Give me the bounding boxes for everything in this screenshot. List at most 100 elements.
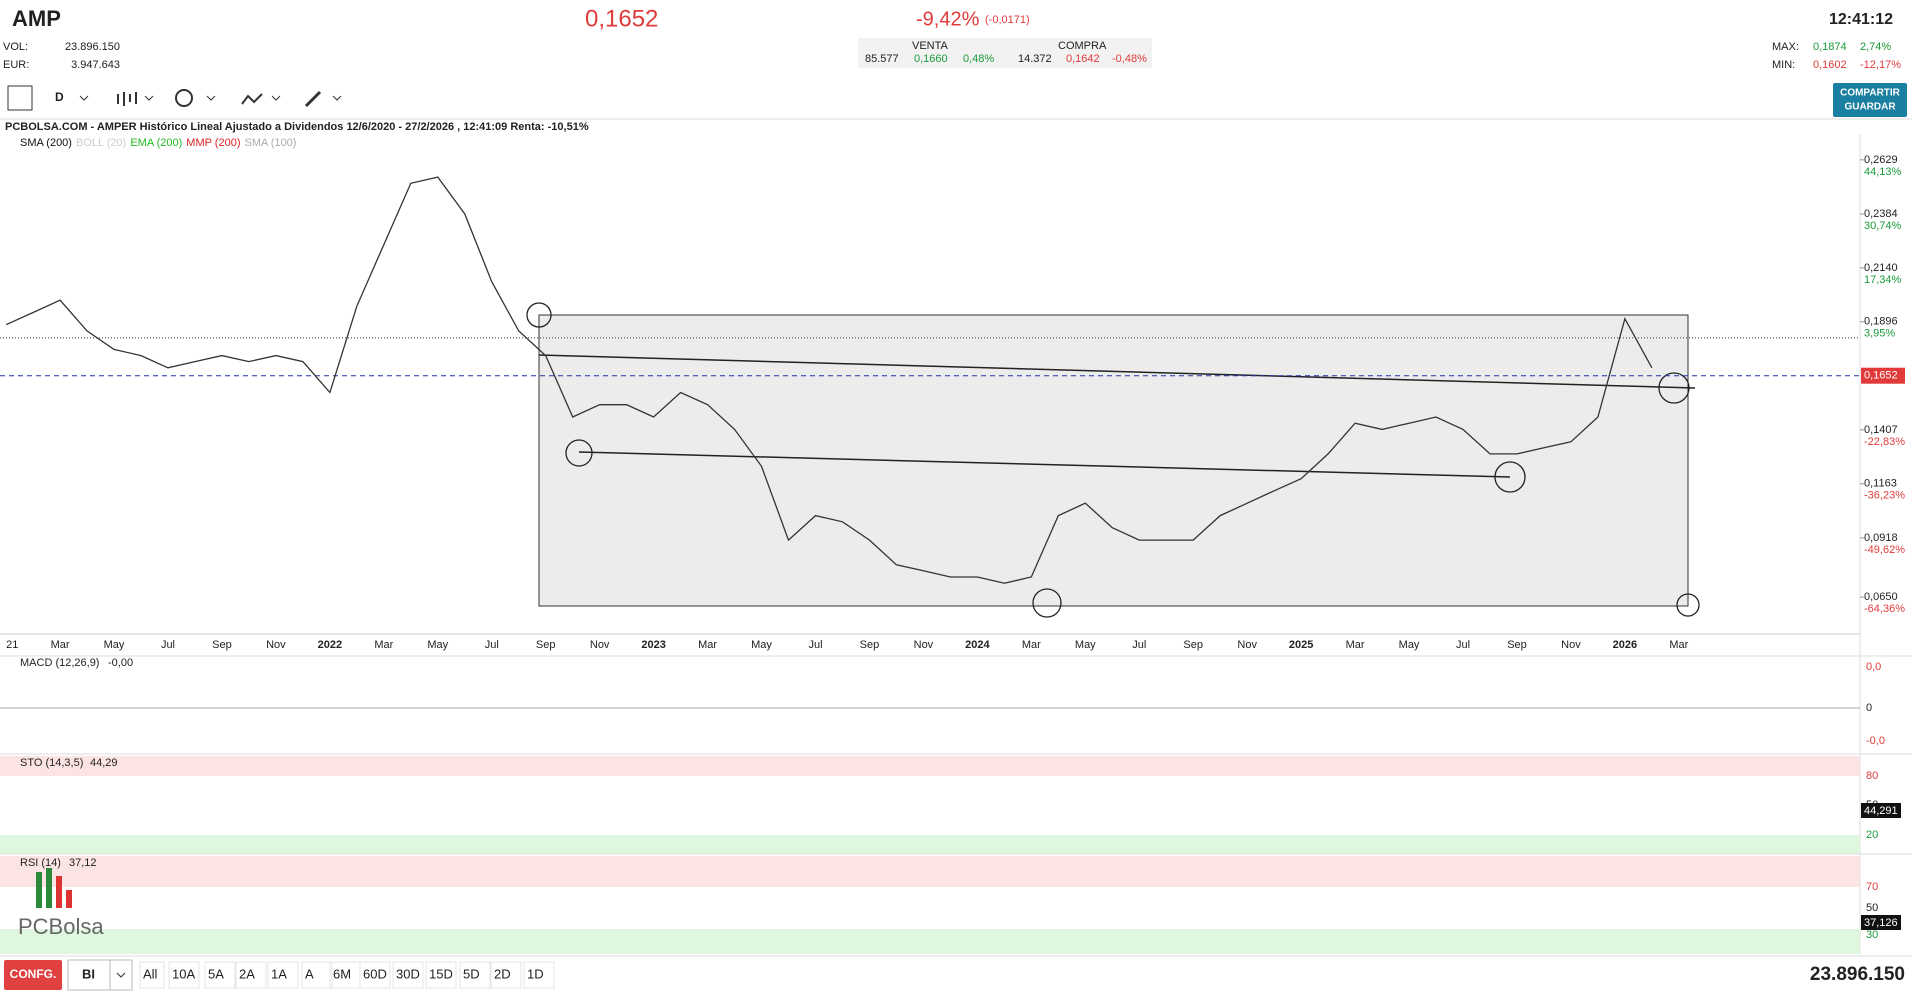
compra-qty: 14.372 <box>1018 53 1052 65</box>
range-label[interactable]: 2A <box>239 966 255 981</box>
y-tick-pct: -22,83% <box>1864 436 1905 448</box>
x-tick-label: Sep <box>212 639 232 651</box>
vol: 23.896.150 <box>65 41 120 53</box>
config-button[interactable] <box>4 960 62 990</box>
range-label[interactable]: 6M <box>333 966 351 981</box>
x-tick-label: 2024 <box>965 639 990 651</box>
symbol: AMP <box>12 6 61 31</box>
macd-tick: 0,0 <box>1866 661 1881 673</box>
y-tick-pct: 17,34% <box>1864 274 1902 286</box>
range-button[interactable] <box>490 961 522 989</box>
range-button[interactable] <box>425 961 457 989</box>
indicator-icon[interactable] <box>241 93 263 105</box>
x-tick-label: Sep <box>1183 639 1203 651</box>
x-tick-label: May <box>751 639 772 651</box>
y-tick-label: 0,2629 <box>1864 154 1898 166</box>
range-button[interactable] <box>459 961 491 989</box>
x-tick-label: Nov <box>914 639 934 651</box>
range-button[interactable] <box>139 961 165 989</box>
config-label[interactable]: CONFG. <box>10 967 57 981</box>
save-label[interactable]: GUARDAR <box>1844 102 1896 113</box>
range-label[interactable]: 1A <box>271 966 287 981</box>
dropdown-arrows <box>79 95 342 101</box>
mode-label[interactable]: BI <box>82 966 95 981</box>
range-label[interactable]: 1D <box>527 966 544 981</box>
x-tick-label: Mar <box>51 639 70 651</box>
compra-pct: -0,48% <box>1112 53 1147 65</box>
y-tick-label: 0,0918 <box>1864 532 1898 544</box>
eur-label: EUR: <box>3 59 29 71</box>
x-tick-label: 2023 <box>641 639 665 651</box>
indicator-legend: SMA (200) <box>20 137 72 149</box>
pivot-circles <box>526 302 1700 618</box>
share-label[interactable]: COMPARTIR <box>1840 88 1901 99</box>
sto-current-bg <box>1861 803 1901 818</box>
range-button[interactable] <box>523 961 555 989</box>
x-tick-label: Sep <box>860 639 880 651</box>
book-bg <box>858 38 1028 68</box>
min: 0,1602 <box>1813 59 1847 71</box>
x-tick-label: Mar <box>698 639 717 651</box>
x-tick-label: Sep <box>536 639 556 651</box>
x-tick-label: Jul <box>161 639 175 651</box>
logo: PCBolsa <box>18 868 104 939</box>
range-label[interactable]: 30D <box>396 966 420 981</box>
svg-text:PCBolsa: PCBolsa <box>18 914 104 939</box>
range-button[interactable] <box>392 961 424 989</box>
x-tick-label: May <box>427 639 448 651</box>
book-bg <box>1010 38 1152 68</box>
indicator-legend: BOLL (20) <box>76 137 126 149</box>
range-label[interactable]: 5A <box>208 966 224 981</box>
period[interactable]: D <box>55 90 64 104</box>
chart-type-icon[interactable] <box>117 92 137 106</box>
y-tick-pct: -36,23% <box>1864 490 1905 502</box>
range-label[interactable]: 15D <box>429 966 453 981</box>
range-label[interactable]: 60D <box>363 966 387 981</box>
price-line <box>5 176 1653 584</box>
vol-label: VOL: <box>3 41 28 53</box>
range-label[interactable]: All <box>143 966 158 981</box>
compra-label: COMPRA <box>1058 40 1107 52</box>
range-button[interactable] <box>267 961 299 989</box>
overbought-band <box>0 856 1860 887</box>
x-tick-label: Mar <box>374 639 393 651</box>
venta-label: VENTA <box>912 40 949 52</box>
max-label: MAX: <box>1772 41 1799 53</box>
x-tick-label: Nov <box>266 639 286 651</box>
x-tick-label: Jul <box>1132 639 1146 651</box>
indicator-legend: EMA (200) <box>130 137 182 149</box>
range-button[interactable] <box>204 961 236 989</box>
oversold-band <box>0 835 1860 854</box>
range-button[interactable] <box>301 961 333 989</box>
panel-toggle[interactable] <box>7 85 33 111</box>
x-tick-label: 2022 <box>318 639 342 651</box>
indicator-legend: SMA (100) <box>244 137 296 149</box>
y-tick-pct: 30,74% <box>1864 220 1902 232</box>
x-tick-label: Nov <box>1561 639 1581 651</box>
range-label[interactable]: A <box>305 966 314 981</box>
y-tick-pct: 44,13% <box>1864 166 1902 178</box>
share-button[interactable] <box>1833 83 1907 117</box>
change-abs: (-0,0171) <box>985 14 1030 26</box>
range-label[interactable]: 5D <box>463 966 480 981</box>
macd-tick: 0 <box>1866 702 1872 714</box>
x-tick-label: Sep <box>1507 639 1527 651</box>
settings-icon[interactable] <box>175 89 193 107</box>
range-label[interactable]: 2D <box>494 966 511 981</box>
rsi-current-bg <box>1861 915 1901 930</box>
chart-title: PCBOLSA.COM - AMPER Histórico Lineal Aju… <box>5 121 589 133</box>
venta-pct: 0,48% <box>963 53 994 65</box>
sto-tick: 80 <box>1866 770 1878 782</box>
x-tick-label: Nov <box>1237 639 1257 651</box>
y-tick-label: 0,2140 <box>1864 262 1898 274</box>
range-button[interactable] <box>168 961 200 989</box>
mode-select[interactable] <box>67 959 133 991</box>
range-label[interactable]: 10A <box>172 966 195 981</box>
macd-tick: -0,0 <box>1866 735 1885 747</box>
y-tick-pct: -49,62% <box>1864 544 1905 556</box>
range-button[interactable] <box>359 961 391 989</box>
x-tick-label: May <box>1399 639 1420 651</box>
x-tick-label: Jul <box>808 639 822 651</box>
draw-icon[interactable] <box>304 90 322 108</box>
range-button[interactable] <box>235 961 267 989</box>
